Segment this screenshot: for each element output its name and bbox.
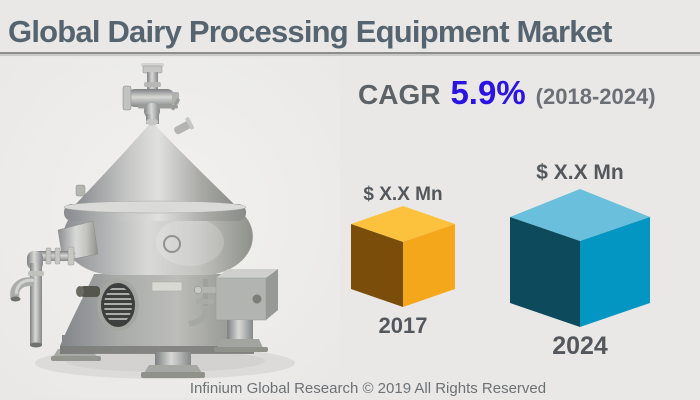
cube-2024-top-face [510,189,650,241]
cube-2017-right-face [403,224,455,307]
cube-2024-right-face [580,217,650,327]
machine-top-valve-assembly [122,63,180,124]
cagr-period: (2018-2024) [535,84,656,109]
cagr-annotation: CAGR 5.9% (2018-2024) [358,74,656,112]
machine-outlet-pipe [10,220,99,348]
cube-2017-year-label: 2017 [378,313,428,338]
copyright-text: Infinium Global Research © 2019 All Righ… [189,380,547,397]
cube-2024-value-label: $ X.X Mn [536,161,624,184]
cube-2017-icon [351,206,455,307]
machine-name-plate [151,281,183,292]
machine-control-box [188,269,278,352]
cube-2017-left-face [351,224,403,307]
cube-2024-left-face [510,217,580,327]
machine-foot-front [141,352,205,378]
cube-2024-icon [510,189,650,327]
machine-bowl [62,216,253,275]
page-title: Global Dairy Processing Equipment Market [8,14,612,49]
cube-2017-value-label: $ X.X Mn [363,184,443,205]
machine-cone-hood [74,117,236,206]
machine-drain-fitting [76,286,100,297]
machine-vent-grille [97,279,139,331]
cagr-value: 5.9% [450,74,526,111]
machine-rim-band [63,200,247,221]
cagr-label: CAGR [358,79,441,110]
cube-2024-year-label: 2024 [552,332,608,360]
title-divider [0,52,700,56]
dairy-separator-machine-icon [0,58,340,398]
